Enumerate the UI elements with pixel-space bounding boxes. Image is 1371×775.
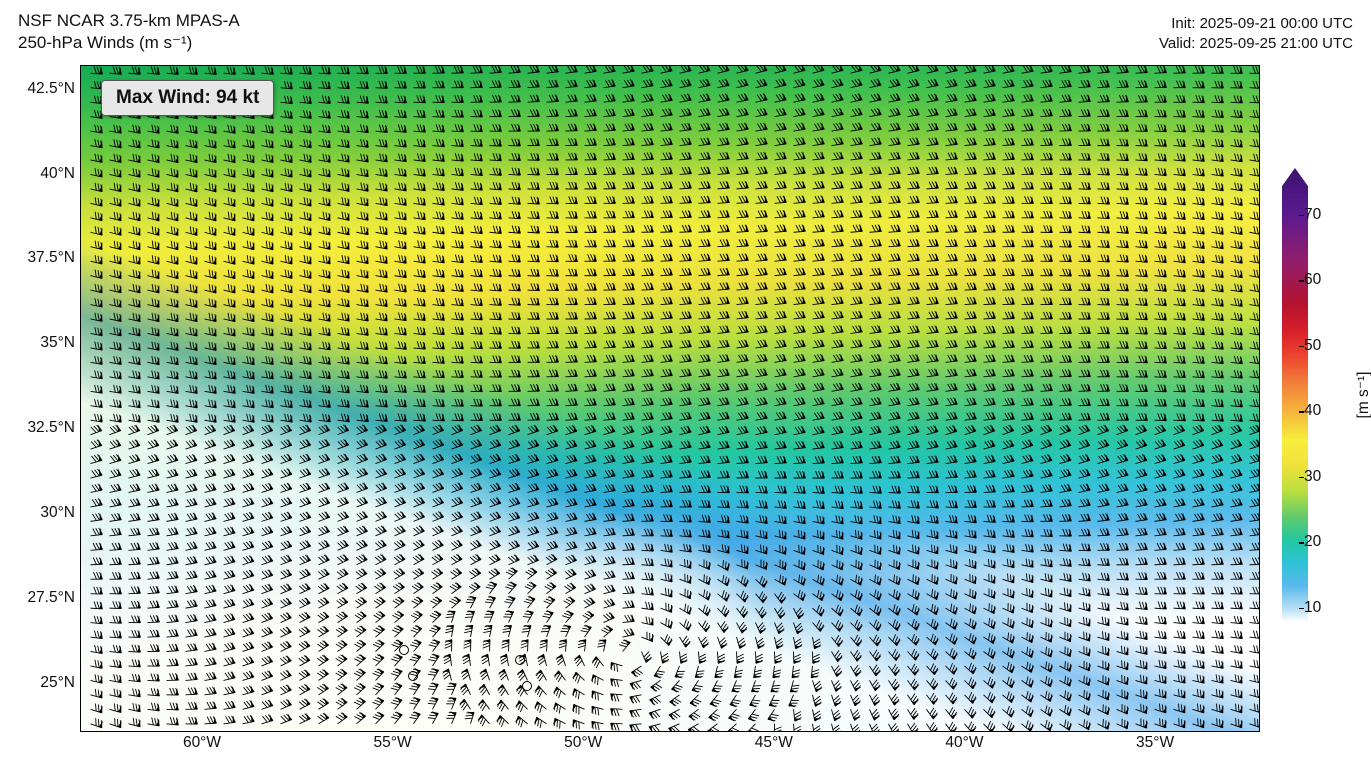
- valid-label: Valid: 2025-09-25 21:00 UTC: [1159, 34, 1353, 54]
- y-axis-tick-label: 37.5°N: [0, 249, 75, 267]
- calm-circle-marker: [522, 681, 532, 691]
- max-wind-legend: Max Wind: 94 kt: [101, 80, 274, 116]
- colorbar-tick-label: 60: [1304, 271, 1321, 289]
- title-line-2: 250-hPa Winds (m s⁻¹): [18, 32, 240, 54]
- title-line-1: NSF NCAR 3.75-km MPAS-A: [18, 10, 240, 32]
- x-axis-tick-label: 60°W: [183, 734, 221, 752]
- colorbar-tick-label: 30: [1304, 468, 1321, 486]
- colorbar-tick-label: 20: [1304, 533, 1321, 551]
- x-axis-tick-label: 50°W: [564, 734, 602, 752]
- colorbar-unit-label: [m s⁻¹]: [1354, 372, 1371, 419]
- colorbar-tick-label: 10: [1304, 599, 1321, 617]
- init-valid-block: Init: 2025-09-21 00:00 UTC Valid: 2025-0…: [1159, 14, 1353, 55]
- colorbar-gradient: [1282, 168, 1308, 622]
- colorbar-legend[interactable]: 10 20 30 40 50 60 70 [m s⁻¹]: [1278, 168, 1312, 622]
- y-axis-tick-label: 27.5°N: [0, 589, 75, 607]
- chart-title-block: NSF NCAR 3.75-km MPAS-A 250-hPa Winds (m…: [18, 10, 240, 54]
- y-axis-tick-label: 30°N: [0, 504, 75, 522]
- x-axis-tick-label: 35°W: [1136, 734, 1174, 752]
- colorbar-tick-label: 50: [1304, 337, 1321, 355]
- y-axis-tick-label: 40°N: [0, 165, 75, 183]
- wind-map-plot[interactable]: Max Wind: 94 kt: [80, 65, 1260, 732]
- x-axis-tick-label: 45°W: [755, 734, 793, 752]
- calm-circle-marker: [399, 645, 409, 655]
- y-axis-tick-label: 42.5°N: [0, 80, 75, 98]
- x-axis-tick-label: 40°W: [945, 734, 983, 752]
- colorbar-tick-label: 70: [1304, 206, 1321, 224]
- calm-circle-marker: [515, 655, 525, 665]
- grid-overlay: [81, 66, 1259, 731]
- y-axis-tick-label: 32.5°N: [0, 419, 75, 437]
- y-axis-tick-label: 25°N: [0, 674, 75, 692]
- init-label: Init: 2025-09-21 00:00 UTC: [1159, 14, 1353, 34]
- y-axis-tick-label: 35°N: [0, 334, 75, 352]
- x-axis-tick-label: 55°W: [374, 734, 412, 752]
- colorbar-tick-label: 40: [1304, 402, 1321, 420]
